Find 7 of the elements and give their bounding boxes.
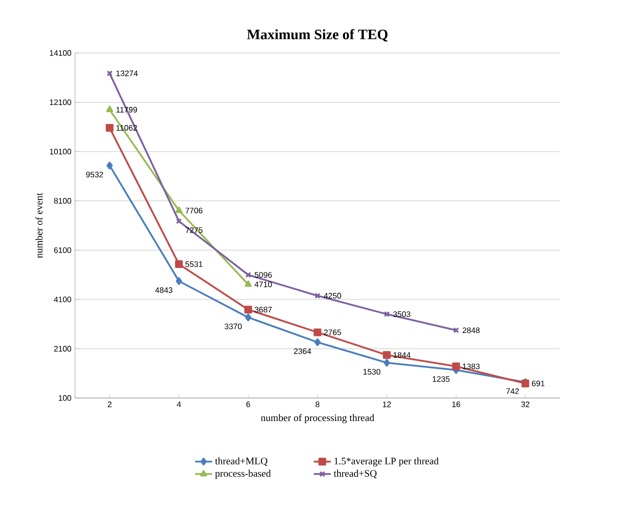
legend-label: thread+MLQ <box>215 457 268 466</box>
legend-label: thread+SQ <box>334 470 377 478</box>
x-axis-title: number of processing thread <box>260 414 374 424</box>
y-axis-title: number of event <box>35 192 42 258</box>
legend-label: process-based <box>215 470 271 479</box>
legend-label: 1.5*average LP per thread <box>334 457 439 466</box>
chart-title: Maximum Size of TEQ <box>247 29 388 42</box>
